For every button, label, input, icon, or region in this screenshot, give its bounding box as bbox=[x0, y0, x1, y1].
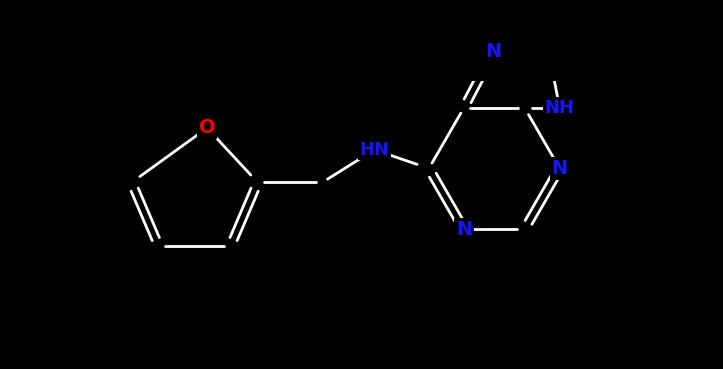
Text: N: N bbox=[455, 220, 472, 239]
Text: N: N bbox=[485, 42, 502, 61]
Text: NH: NH bbox=[544, 99, 575, 117]
Text: HN: HN bbox=[359, 141, 390, 159]
Text: N: N bbox=[552, 159, 568, 178]
Text: O: O bbox=[199, 118, 215, 138]
